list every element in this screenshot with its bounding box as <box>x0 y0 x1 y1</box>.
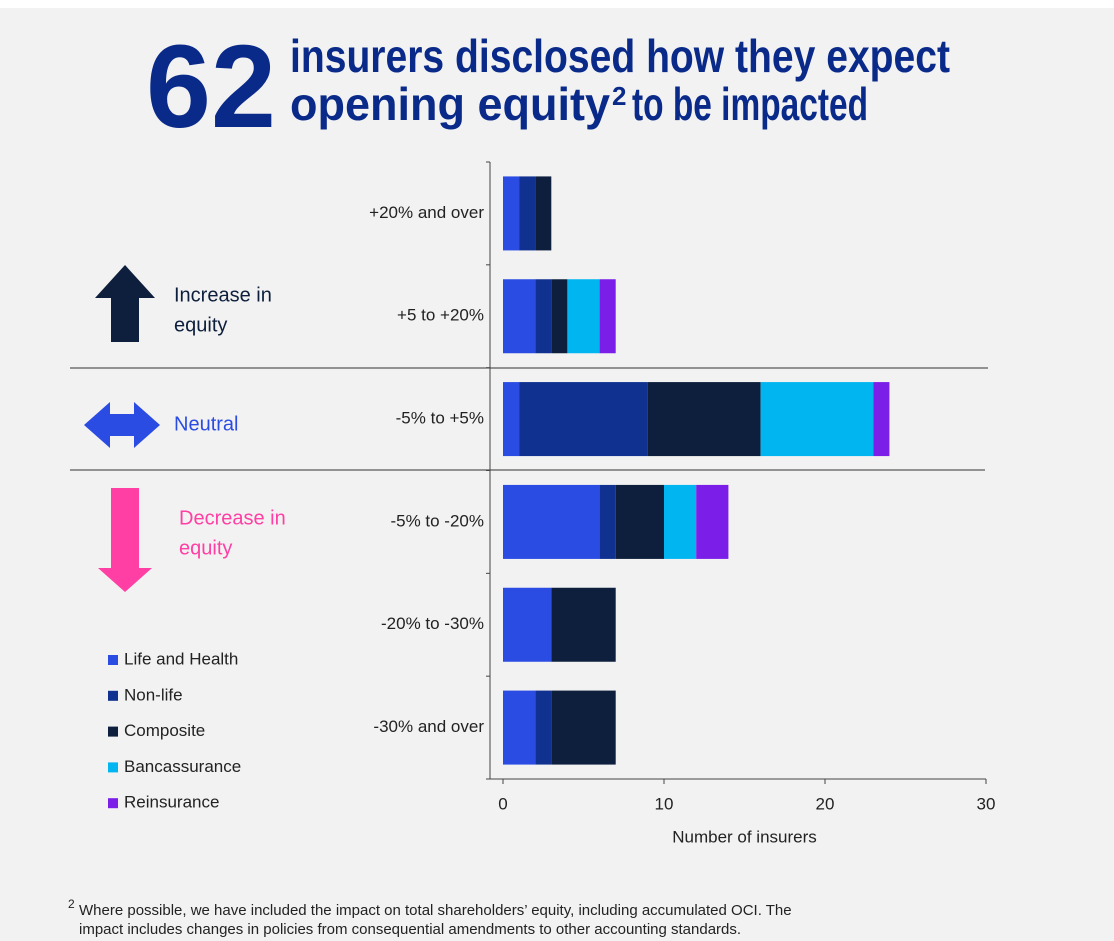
bar-segment <box>647 382 761 457</box>
annotation: equity <box>174 314 227 336</box>
category-label: +20% and over <box>369 203 484 222</box>
title: to be impacted <box>632 78 868 130</box>
annotation: Increase in <box>174 284 272 306</box>
bar-segment <box>599 279 616 354</box>
legend-label: Non-life <box>124 685 183 704</box>
x-tick-label: 20 <box>816 794 835 813</box>
bar-segment <box>503 484 600 559</box>
bar-segment <box>567 279 600 354</box>
bar-segment <box>599 484 616 559</box>
x-tick-label: 10 <box>655 794 674 813</box>
title-superscript: 2 <box>612 81 626 111</box>
bar-segment <box>535 690 552 765</box>
legend-label: Composite <box>124 721 205 740</box>
category-label: -30% and over <box>373 717 484 736</box>
legend-swatch <box>108 690 118 701</box>
bar-segment <box>551 587 616 662</box>
panel <box>0 8 1114 941</box>
bar-segment <box>503 279 536 354</box>
category-label: -20% to -30% <box>381 614 484 633</box>
annotation: equity <box>179 537 232 559</box>
legend-swatch <box>108 798 118 809</box>
bar-segment <box>551 279 568 354</box>
bar-segment <box>519 176 536 251</box>
x-tick-label: 30 <box>977 794 996 813</box>
annotation: Decrease in <box>179 507 286 529</box>
legend-label: Life and Health <box>124 649 238 668</box>
footnote: impact includes changes in policies from… <box>79 921 741 938</box>
legend-label: Reinsurance <box>124 793 219 812</box>
legend-label: Bancassurance <box>124 757 241 776</box>
down-arrow <box>98 488 152 592</box>
bar-segment <box>503 382 520 457</box>
legend-swatch <box>108 762 118 773</box>
bar-segment <box>664 484 697 559</box>
title: insurers disclosed how they expect <box>290 30 950 82</box>
bar-segment <box>519 382 648 457</box>
bar-segment <box>760 382 874 457</box>
double-arrow <box>84 402 160 448</box>
title: opening equity <box>290 78 610 130</box>
bar-segment <box>535 176 552 251</box>
headline-number: 62 <box>146 21 276 153</box>
legend-swatch <box>108 655 118 665</box>
up-arrow <box>95 265 155 342</box>
bar-segment <box>503 176 520 251</box>
legend-swatch <box>108 726 118 737</box>
bar-segment <box>503 690 536 765</box>
annotation: Neutral <box>174 413 238 435</box>
footnote-marker: 2 <box>68 897 75 911</box>
footnote: Where possible, we have included the imp… <box>79 902 792 919</box>
bar-segment <box>503 587 552 662</box>
x-axis-label: Number of insurers <box>672 827 817 846</box>
bar-segment <box>615 484 664 559</box>
bar-segment <box>535 279 552 354</box>
bar-segment <box>873 382 890 457</box>
bar-segment <box>551 690 616 765</box>
category-label: -5% to -20% <box>390 511 484 530</box>
x-tick-label: 0 <box>498 794 507 813</box>
category-label: -5% to +5% <box>396 409 484 428</box>
bar-segment <box>696 484 729 559</box>
category-label: +5 to +20% <box>397 306 484 325</box>
